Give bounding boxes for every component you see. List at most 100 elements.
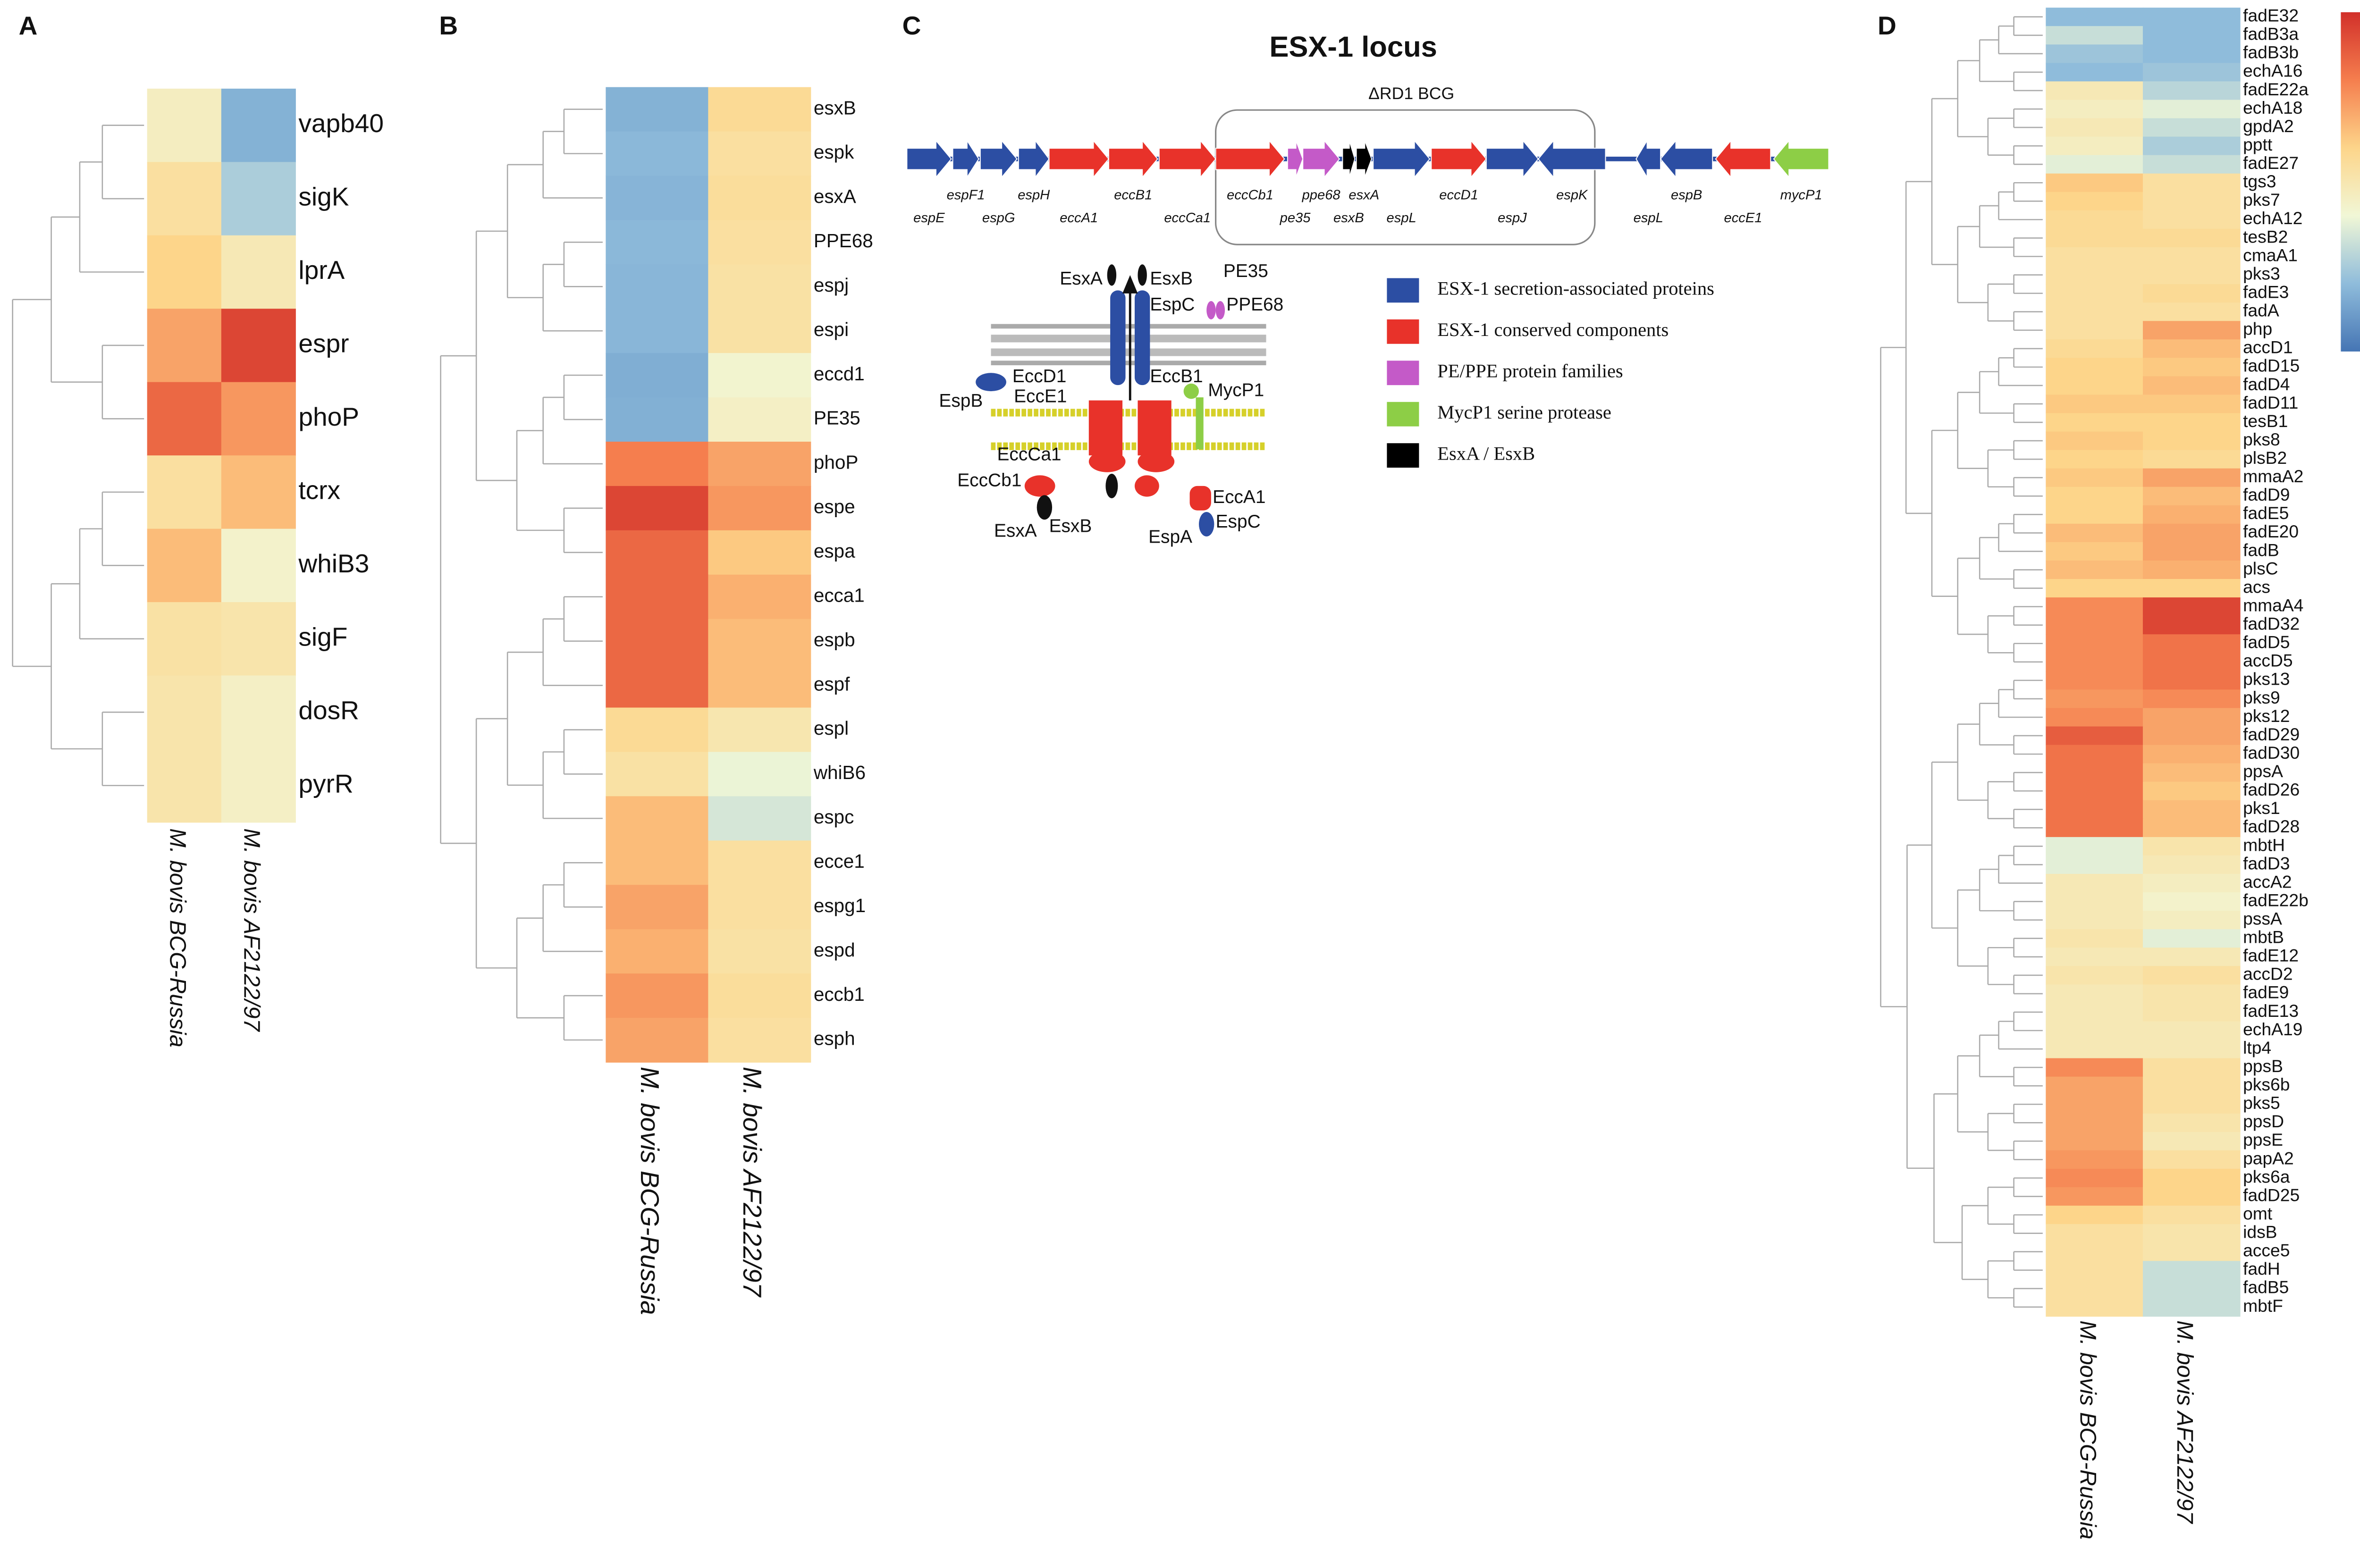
protein-label: EspC bbox=[1216, 511, 1261, 532]
heatmap-cell bbox=[2142, 44, 2241, 64]
heatmap-cell bbox=[606, 707, 709, 753]
heatmap-cell bbox=[147, 602, 222, 676]
row-label: fadH bbox=[2243, 1259, 2280, 1279]
protein-shape bbox=[1215, 301, 1225, 319]
heatmap-cell bbox=[2046, 1261, 2143, 1280]
heatmap-cell bbox=[2046, 1058, 2143, 1077]
protein-shape bbox=[976, 373, 1006, 392]
heatmap-cell bbox=[2046, 579, 2143, 598]
row-label: PE35 bbox=[814, 407, 860, 429]
gene-label: espL bbox=[1634, 210, 1663, 226]
heatmap-cell bbox=[708, 176, 811, 221]
diagram-title: ESX-1 locus bbox=[1269, 31, 1437, 63]
protein-shape bbox=[1134, 290, 1150, 386]
heatmap-cell bbox=[2142, 1298, 2241, 1317]
column-label: M. bovis AF2122/97 bbox=[2172, 1320, 2198, 1524]
heatmap-cell bbox=[2142, 542, 2241, 561]
gene-label: ppe68 bbox=[1302, 187, 1341, 202]
row-label: fadD28 bbox=[2243, 816, 2300, 836]
row-label: espc bbox=[814, 806, 854, 828]
gene-label: eccA1 bbox=[1060, 210, 1098, 226]
heatmap-cell bbox=[2046, 505, 2143, 524]
protein-label: EspA bbox=[1148, 527, 1192, 547]
heatmap-cell bbox=[606, 885, 709, 930]
heatmap-cell bbox=[2142, 763, 2241, 782]
heatmap-cell bbox=[2142, 984, 2241, 1004]
row-label: pks6b bbox=[2243, 1074, 2290, 1094]
heatmap-cell bbox=[708, 619, 811, 664]
heatmap-cell bbox=[708, 220, 811, 265]
row-label: accD2 bbox=[2243, 964, 2293, 984]
protein-shape bbox=[1189, 486, 1211, 511]
row-label: eccd1 bbox=[814, 363, 865, 385]
row-label: pks7 bbox=[2243, 190, 2280, 210]
gene-label: espE bbox=[913, 210, 945, 226]
gene-label: mycP1 bbox=[1780, 187, 1822, 202]
row-label: plsB2 bbox=[2243, 448, 2287, 468]
heatmap-cell bbox=[2142, 339, 2241, 359]
membrane-band bbox=[991, 335, 1266, 343]
row-label: mmaA2 bbox=[2243, 466, 2303, 486]
heatmap-cell bbox=[2046, 431, 2143, 451]
heatmap-cell bbox=[708, 707, 811, 753]
heatmap-cell bbox=[2142, 1113, 2241, 1132]
gene-label: espL bbox=[1387, 210, 1416, 226]
protein-shape bbox=[1138, 451, 1175, 472]
heatmap-cell bbox=[2142, 321, 2241, 340]
heatmap-cell bbox=[2142, 136, 2241, 156]
heatmap-cell bbox=[221, 382, 296, 456]
heatmap-cell bbox=[606, 796, 709, 841]
row-label: fadD3 bbox=[2243, 853, 2290, 873]
protein-shape bbox=[1138, 264, 1147, 286]
row-label: pks5 bbox=[2243, 1093, 2280, 1113]
legend-label: ESX-1 conserved components bbox=[1437, 319, 1669, 340]
gene-arrow bbox=[906, 139, 952, 179]
heatmap-cell bbox=[147, 162, 222, 236]
row-label: fadD25 bbox=[2243, 1185, 2300, 1205]
heatmap-cell bbox=[708, 87, 811, 132]
protein-label: PPE68 bbox=[1226, 294, 1283, 315]
row-label: ecce1 bbox=[814, 850, 865, 872]
heatmap-cell bbox=[2046, 1095, 2143, 1114]
protein-shape bbox=[1088, 400, 1123, 456]
row-label: pks12 bbox=[2243, 706, 2290, 726]
row-label: espi bbox=[814, 319, 849, 340]
heatmap-cell bbox=[2142, 100, 2241, 119]
heatmap-cell bbox=[2142, 597, 2241, 617]
heatmap-cell bbox=[2142, 228, 2241, 248]
heatmap-cell bbox=[2142, 523, 2241, 543]
heatmap-cell bbox=[708, 397, 811, 442]
row-label: echA16 bbox=[2243, 61, 2302, 81]
heatmap-cell bbox=[606, 87, 709, 132]
heatmap-cell bbox=[2046, 892, 2143, 912]
row-label: tesB1 bbox=[2243, 411, 2288, 431]
gene-arrow bbox=[1287, 140, 1304, 178]
heatmap-cell bbox=[2046, 173, 2143, 193]
row-label: esxA bbox=[814, 185, 856, 207]
heatmap-cell bbox=[2142, 1003, 2241, 1022]
heatmap-cell bbox=[2142, 653, 2241, 672]
heatmap-cell bbox=[2142, 505, 2241, 524]
heatmap-cell bbox=[2046, 966, 2143, 985]
gene-arrow bbox=[1356, 140, 1373, 178]
row-label: sigK bbox=[298, 182, 349, 211]
heatmap-cell bbox=[2142, 266, 2241, 285]
heatmap-cell bbox=[2142, 560, 2241, 580]
region-box bbox=[1215, 109, 1596, 245]
heatmap-cell bbox=[2142, 63, 2241, 82]
heatmap-cell bbox=[2046, 358, 2143, 377]
row-label: whiB3 bbox=[298, 549, 369, 578]
row-label: fadD15 bbox=[2243, 356, 2300, 376]
row-label: echA12 bbox=[2243, 208, 2302, 228]
row-label: fadE9 bbox=[2243, 982, 2289, 1002]
membrane-diagram bbox=[976, 264, 1266, 537]
heatmap-cell bbox=[2142, 911, 2241, 930]
heatmap-cell bbox=[606, 264, 709, 310]
heatmap-cell bbox=[2142, 616, 2241, 635]
heatmap-cell bbox=[2046, 44, 2143, 64]
membrane-band bbox=[991, 324, 1266, 329]
row-label: pks8 bbox=[2243, 429, 2280, 449]
protein-shape bbox=[1206, 301, 1216, 319]
